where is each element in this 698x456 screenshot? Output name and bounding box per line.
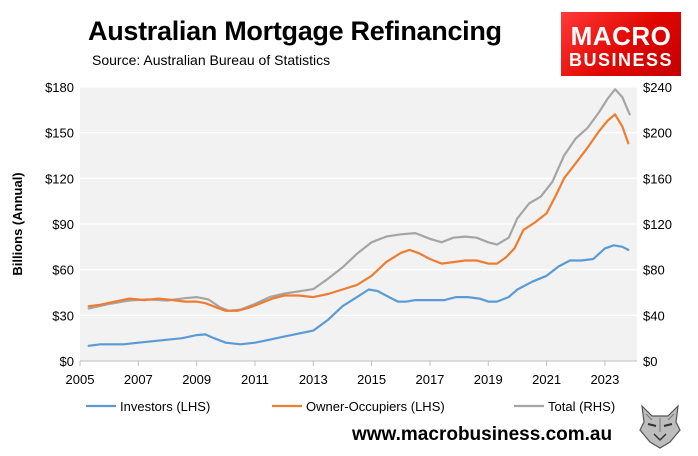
wolf-icon: [639, 404, 681, 449]
x-tick-label: 2009: [182, 372, 211, 387]
website-url: www.macrobusiness.com.au: [352, 424, 613, 445]
x-tick-label: 2011: [241, 372, 269, 387]
y-tick-label-right: $200: [643, 126, 672, 141]
y-tick-label-left: $0: [60, 354, 74, 369]
x-tick-label: 2015: [357, 372, 386, 387]
y-tick-label-right: $40: [643, 308, 665, 323]
macrobusiness-logo: MACRO BUSINESS: [561, 12, 681, 76]
y-tick-label-left: $60: [52, 263, 74, 278]
y-tick-label-left: $120: [45, 171, 74, 186]
series-line: [87, 88, 631, 312]
chart-title: Australian Mortgage Refinancing: [88, 16, 502, 46]
y-tick-label-right: $160: [643, 171, 672, 186]
legend-label: Owner-Occupiers (LHS): [306, 399, 445, 414]
logo-line1: MACRO: [570, 21, 672, 51]
y-tick-label-left: $90: [52, 217, 74, 232]
series-line: [87, 244, 630, 347]
y-tick-label-right: $0: [643, 354, 657, 369]
x-tick-label: 2017: [415, 372, 444, 387]
chart-subtitle: Source: Australian Bureau of Statistics: [92, 52, 331, 68]
y-tick-label-right: $80: [643, 263, 665, 278]
y-axis-label: Billions (Annual): [10, 172, 25, 275]
y-tick-label-left: $150: [45, 126, 74, 141]
x-tick-label: 2013: [299, 372, 328, 387]
x-tick-label: 2023: [590, 372, 619, 387]
y-tick-label-right: $120: [643, 217, 672, 232]
legend-label: Investors (LHS): [120, 399, 210, 414]
x-tick-label: 2005: [66, 372, 95, 387]
logo-line2: BUSINESS: [568, 50, 674, 70]
y-tick-label-left: $30: [52, 308, 74, 323]
x-tick-label: 2007: [124, 372, 153, 387]
legend-label: Total (RHS): [548, 399, 615, 414]
x-tick-label: 2019: [474, 372, 503, 387]
x-tick-label: 2021: [532, 372, 561, 387]
series-line: [87, 113, 630, 312]
y-tick-label-left: $180: [45, 80, 74, 95]
y-tick-label-right: $240: [643, 80, 672, 95]
